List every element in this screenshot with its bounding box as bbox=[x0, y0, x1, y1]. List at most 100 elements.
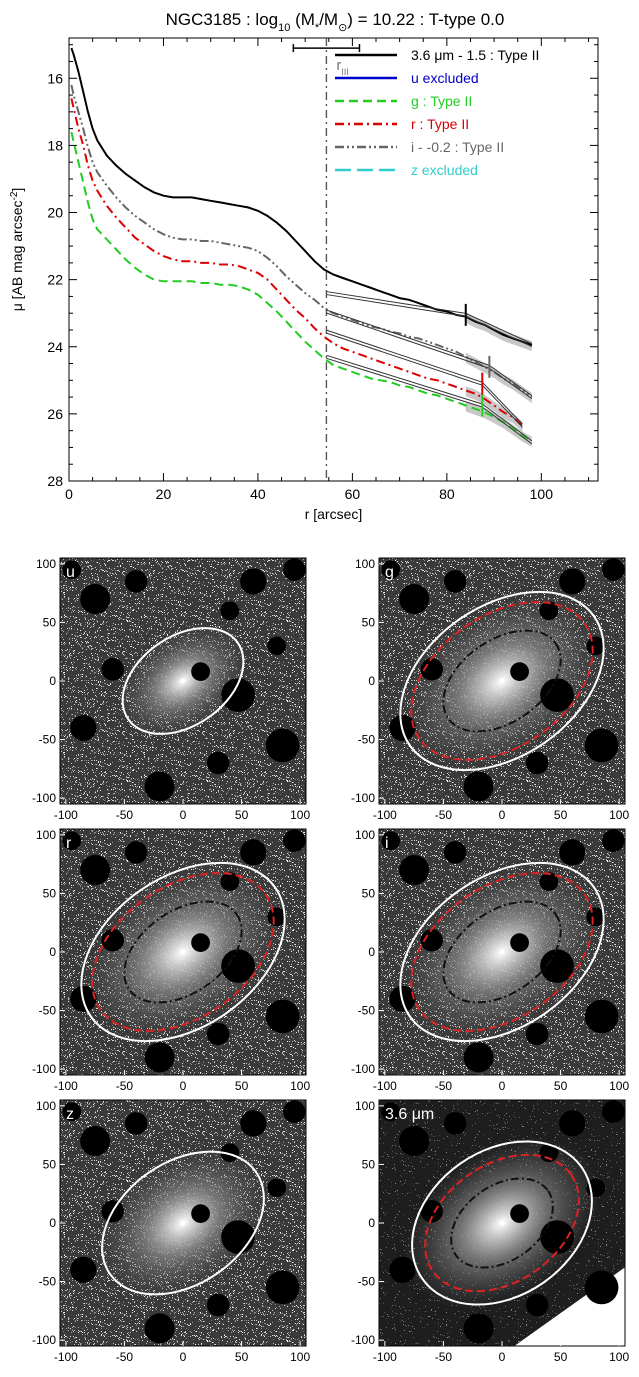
plot-area bbox=[70, 38, 533, 481]
star-mask bbox=[265, 1270, 300, 1305]
profile-line bbox=[70, 131, 533, 442]
y-tick-label: 50 bbox=[43, 615, 57, 629]
star-mask bbox=[283, 829, 306, 852]
x-tick-label: 0 bbox=[499, 808, 506, 822]
x-tick-label: -50 bbox=[116, 1350, 134, 1364]
x-tick-label: 0 bbox=[499, 1079, 506, 1093]
fit-line bbox=[489, 367, 533, 400]
star-mask bbox=[283, 1100, 306, 1123]
y-tick-label: 18 bbox=[47, 137, 63, 153]
isophote-ellipse bbox=[410, 601, 594, 761]
y-tick-label: 22 bbox=[47, 272, 63, 288]
star-mask bbox=[80, 855, 111, 885]
isophote-ellipse bbox=[399, 590, 605, 772]
star-mask bbox=[240, 568, 267, 595]
star-mask bbox=[510, 662, 529, 681]
y-tick-label: -100 bbox=[351, 1062, 375, 1076]
x-tick-label: -50 bbox=[435, 808, 453, 822]
y-tick-label: -100 bbox=[32, 1062, 56, 1076]
x-tick-label: 100 bbox=[290, 1350, 310, 1364]
image-panel-3: r -100 -50 0 50 100 100 50 0 -50 -100 bbox=[32, 828, 311, 1093]
star-mask bbox=[539, 1143, 559, 1163]
fit-line bbox=[481, 381, 523, 425]
panel-image bbox=[379, 558, 625, 804]
star-mask bbox=[420, 929, 443, 952]
y-tick-label: 20 bbox=[47, 205, 63, 221]
y-tick-label: -50 bbox=[39, 1004, 57, 1018]
star-mask bbox=[101, 929, 124, 952]
x-tick-label: 0 bbox=[65, 486, 73, 502]
y-tick-label: -50 bbox=[39, 733, 57, 747]
y-tick-label: 0 bbox=[368, 945, 375, 959]
fit-line bbox=[489, 364, 533, 397]
star-mask bbox=[443, 841, 467, 864]
star-mask bbox=[221, 678, 255, 712]
legend-label: r : Type II bbox=[411, 116, 469, 132]
star-mask bbox=[510, 1204, 529, 1223]
star-mask bbox=[540, 678, 574, 712]
x-tick-label: 80 bbox=[439, 486, 455, 502]
star-mask bbox=[540, 1220, 574, 1254]
star-mask bbox=[381, 831, 401, 851]
galaxy-nucleus bbox=[180, 949, 186, 955]
isophote-ellipse bbox=[442, 629, 562, 733]
star-mask bbox=[283, 558, 306, 581]
star-mask bbox=[510, 933, 529, 952]
y-tick-label: 100 bbox=[355, 557, 375, 571]
star-mask bbox=[584, 1270, 619, 1305]
star-mask bbox=[62, 1102, 82, 1122]
isophote-ellipse bbox=[442, 900, 562, 1004]
x-tick-label: 0 bbox=[180, 1079, 187, 1093]
plot-frame bbox=[68, 37, 599, 482]
isophote-ellipse bbox=[411, 1140, 593, 1306]
star-mask bbox=[584, 728, 619, 763]
galaxy-nucleus bbox=[499, 1220, 505, 1226]
x-tick-label: 40 bbox=[250, 486, 266, 502]
x-tick-label: 100 bbox=[290, 1079, 310, 1093]
star-mask bbox=[124, 841, 148, 864]
x-tick-label: 20 bbox=[156, 486, 172, 502]
star-mask bbox=[525, 751, 549, 775]
panel-label: z bbox=[66, 1106, 74, 1123]
star-mask bbox=[399, 584, 430, 614]
star-mask bbox=[381, 1102, 401, 1122]
uncertainty-band bbox=[465, 386, 523, 432]
star-mask bbox=[124, 1112, 148, 1135]
x-tick-label: -100 bbox=[54, 808, 78, 822]
star-mask bbox=[220, 872, 240, 892]
fit-line bbox=[326, 332, 483, 386]
star-mask bbox=[124, 570, 148, 593]
star-mask bbox=[443, 570, 467, 593]
x-tick-label: -50 bbox=[116, 808, 134, 822]
legend-label: 3.6 μm - 1.5 : Type II bbox=[411, 47, 539, 63]
image-panel-1: u -100 -50 0 50 100 100 50 0 -50 -100 bbox=[32, 557, 311, 822]
star-mask bbox=[144, 771, 175, 802]
panel-label: u bbox=[66, 564, 75, 581]
star-mask bbox=[221, 1220, 255, 1254]
star-mask bbox=[80, 584, 111, 614]
legend-label: i - -0.2 : Type II bbox=[411, 139, 504, 155]
x-tick-label: 100 bbox=[530, 486, 554, 502]
fit-line bbox=[481, 403, 533, 442]
x-tick-label: 60 bbox=[345, 486, 361, 502]
y-tick-label: 24 bbox=[47, 339, 63, 355]
star-mask bbox=[540, 949, 574, 983]
panel-image bbox=[60, 1100, 306, 1346]
isophote-ellipse bbox=[410, 872, 594, 1032]
y-tick-label: 100 bbox=[36, 1099, 56, 1113]
star-mask bbox=[144, 1042, 175, 1073]
fit-line bbox=[326, 291, 466, 314]
star-mask bbox=[602, 829, 625, 852]
y-tick-label: -50 bbox=[39, 1275, 57, 1289]
x-tick-label: 0 bbox=[499, 1350, 506, 1364]
star-mask bbox=[463, 1042, 494, 1073]
panel-label: i bbox=[385, 835, 389, 852]
star-mask bbox=[191, 1204, 210, 1223]
y-tick-label: 0 bbox=[368, 1216, 375, 1230]
x-tick-label: 50 bbox=[554, 808, 568, 822]
galaxy-nucleus bbox=[499, 949, 505, 955]
isophote-ellipse bbox=[450, 1177, 554, 1269]
legend-label: u excluded bbox=[411, 70, 479, 86]
r-label: rIII bbox=[336, 57, 349, 77]
